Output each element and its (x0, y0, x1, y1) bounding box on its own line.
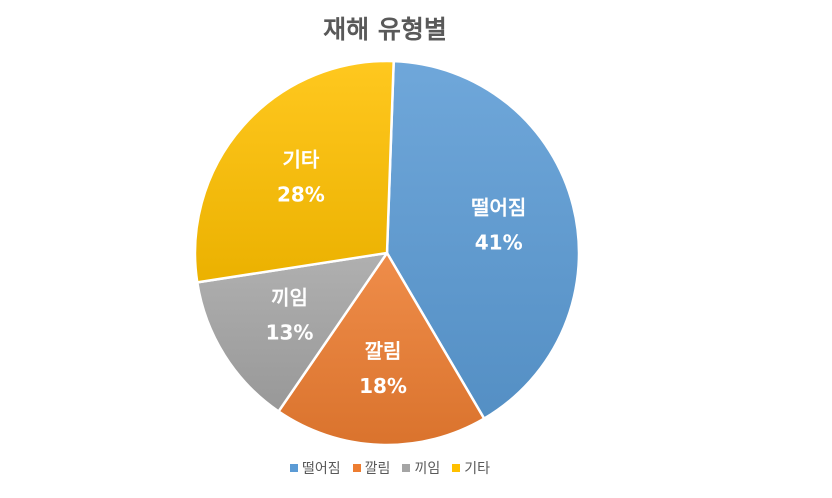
slice-category-label: 끼임 (271, 285, 308, 309)
chart-legend: 떨어짐 깔림 끼임 기타 (0, 458, 780, 478)
legend-item: 깔림 (352, 458, 391, 478)
slice-category-label: 떨어짐 (471, 196, 526, 220)
slice-percent-label: 18% (359, 374, 407, 398)
legend-item: 떨어짐 (290, 458, 341, 478)
legend-label: 기타 (464, 461, 490, 477)
legend-label: 떨어짐 (302, 461, 341, 477)
legend-swatch (402, 464, 411, 472)
slice-category-label: 깔림 (365, 339, 402, 363)
slice-category-label: 기타 (282, 148, 319, 172)
legend-label: 끼임 (414, 461, 441, 477)
slice-percent-label: 41% (475, 231, 523, 255)
slice-percent-label: 28% (277, 183, 325, 207)
pie-slice-1 (385, 59, 581, 420)
legend-swatch (290, 464, 299, 472)
legend-label: 깔림 (364, 461, 391, 477)
slice-percent-label: 13% (266, 320, 314, 344)
pie-slice-4 (193, 59, 395, 284)
chart-title: 재해 유형별 (323, 15, 447, 44)
pie-slice-2 (277, 251, 486, 447)
legend-swatch (352, 464, 361, 472)
legend-item: 끼임 (402, 458, 440, 478)
legend-item: 기타 (452, 458, 490, 478)
legend-swatch (452, 464, 461, 472)
pie-slice-3 (196, 251, 389, 413)
